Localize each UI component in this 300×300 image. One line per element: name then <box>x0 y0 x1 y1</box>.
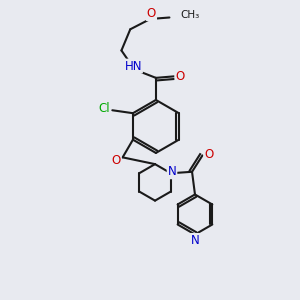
Text: Cl: Cl <box>98 102 110 115</box>
Text: N: N <box>190 234 200 247</box>
Text: O: O <box>204 148 213 160</box>
Text: N: N <box>168 165 176 178</box>
Text: O: O <box>112 154 121 167</box>
Text: O: O <box>176 70 185 83</box>
Text: O: O <box>147 7 156 20</box>
Text: CH₃: CH₃ <box>181 10 200 20</box>
Text: HN: HN <box>124 60 142 73</box>
